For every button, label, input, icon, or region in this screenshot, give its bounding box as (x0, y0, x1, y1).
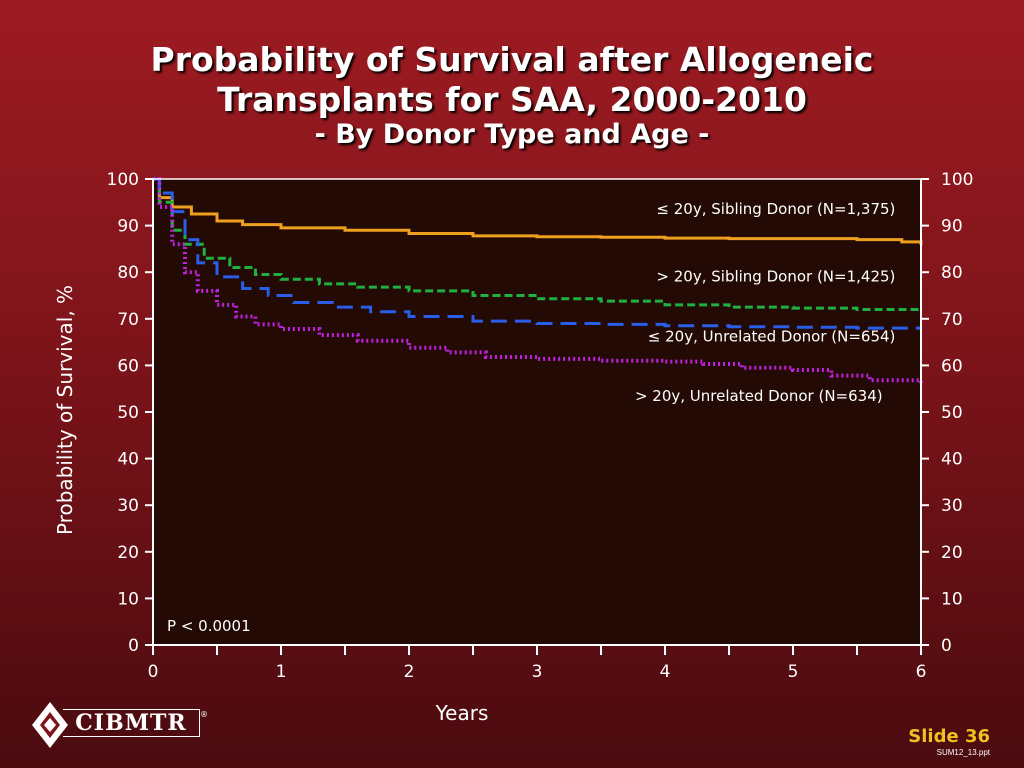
y-tick-label-right-80: 80 (941, 263, 963, 283)
y-tick-label-right-40: 40 (941, 450, 963, 470)
y-tick-label-right-100: 100 (941, 170, 973, 190)
series-line-3 (153, 177, 923, 330)
y-tick-label-right-70: 70 (941, 310, 963, 330)
slide-subtitle: - By Donor Type and Age - (314, 119, 710, 150)
logo-text: CIBMTR (63, 709, 200, 737)
slide-number: Slide 36 (908, 726, 990, 747)
series-line-1 (153, 177, 923, 246)
file-name: SUM12_13.ppt (936, 748, 990, 757)
y-tick-label-right-90: 90 (941, 217, 963, 237)
y-tick-label-left-10: 10 (117, 589, 139, 609)
y-tick-label-left-70: 70 (117, 310, 139, 330)
plot-area (153, 179, 921, 645)
y-tick-label-left-50: 50 (117, 403, 139, 423)
y-tick-label-left-0: 0 (128, 636, 139, 656)
x-tick-label-2: 2 (404, 662, 415, 682)
slide-title: Probability of Survival after Allogeneic… (0, 40, 1024, 120)
y-tick-label-right-60: 60 (941, 356, 963, 376)
y-tick-label-left-100: 100 (107, 170, 139, 190)
y-axis-title: Probability of Survival, % (53, 285, 77, 535)
cibmtr-logo-icon (32, 702, 68, 748)
legend-label-4: > 20y, Unrelated Donor (N=634) (635, 387, 883, 405)
y-tick-label-right-30: 30 (941, 496, 963, 516)
y-tick-label-left-80: 80 (117, 263, 139, 283)
y-tick-label-left-40: 40 (117, 450, 139, 470)
series-line-2 (153, 177, 923, 311)
y-tick-label-right-20: 20 (941, 543, 963, 563)
x-tick-label-0: 0 (148, 662, 159, 682)
y-tick-label-left-30: 30 (117, 496, 139, 516)
y-tick-label-right-50: 50 (941, 403, 963, 423)
y-tick-label-right-10: 10 (941, 589, 963, 609)
legend-label-2: > 20y, Sibling Donor (N=1,425) (656, 268, 895, 286)
y-tick-label-left-20: 20 (117, 543, 139, 563)
y-tick-label-right-0: 0 (941, 636, 952, 656)
series-line-4 (153, 177, 923, 386)
legend-label-1: ≤ 20y, Sibling Donor (N=1,375) (656, 200, 895, 218)
x-tick-label-4: 4 (660, 662, 671, 682)
p-value-annotation: P < 0.0001 (167, 617, 251, 635)
title-line-1: Probability of Survival after Allogeneic (150, 40, 874, 79)
legend-label-3: ≤ 20y, Unrelated Donor (N=654) (648, 328, 896, 346)
title-line-2: Transplants for SAA, 2000-2010 (217, 80, 807, 119)
y-tick-label-left-60: 60 (117, 356, 139, 376)
x-tick-label-1: 1 (276, 662, 287, 682)
x-axis-title: Years (435, 701, 489, 725)
x-tick-label-3: 3 (532, 662, 543, 682)
x-tick-label-5: 5 (788, 662, 799, 682)
registered-mark: ® (200, 710, 208, 719)
y-tick-label-left-90: 90 (117, 217, 139, 237)
x-tick-label-6: 6 (916, 662, 927, 682)
